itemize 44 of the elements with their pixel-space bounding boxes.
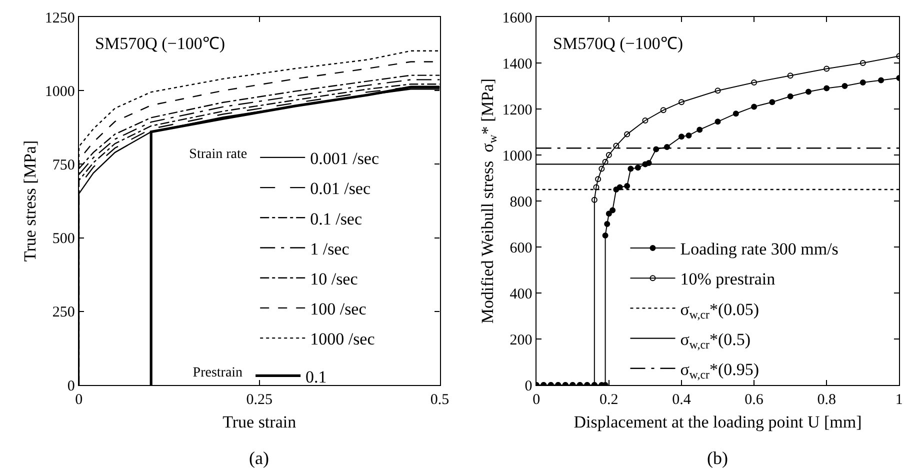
y-tick-label: 250	[52, 304, 75, 321]
y-tick-label: 800	[510, 194, 532, 210]
y-tick-label: 500	[52, 231, 75, 248]
x-tick-label: 0.25	[246, 392, 272, 408]
y-axis-title: True stress [MPa]	[20, 140, 40, 262]
x-axis-title: True strain	[222, 412, 297, 432]
legend-label: 1 /sec	[310, 239, 350, 258]
annotation: Prestrain	[192, 365, 243, 380]
legend-label: 0.001 /sec	[310, 149, 380, 168]
legend-label: 100 /sec	[310, 300, 367, 319]
text: (b)	[707, 448, 728, 468]
y-tick-label: 1000	[502, 148, 532, 164]
y-tick-label: 750	[52, 157, 75, 174]
legend-label: Loading rate 300 mm/s	[680, 240, 838, 259]
legend-label: 10% prestrain	[680, 270, 776, 289]
y-tick-label: 1200	[502, 102, 532, 118]
annotation: SM570Q (−100℃)	[95, 34, 226, 53]
y-tick-label: 400	[510, 286, 532, 302]
x-tick-label: 0.8	[817, 392, 836, 408]
y-tick-label: 0	[67, 378, 75, 394]
legend-label: 0.1 /sec	[310, 209, 362, 228]
text: (a)	[249, 448, 269, 468]
y-tick-label: 600	[510, 240, 532, 256]
legend-label: 0.01 /sec	[310, 179, 371, 198]
y-tick-label: 1400	[502, 56, 532, 72]
y-tick-label: 1250	[44, 10, 75, 26]
legend-label: 1000 /sec	[310, 330, 376, 349]
x-tick-label: 1	[895, 392, 903, 408]
x-tick-label: 0.2	[600, 392, 618, 408]
annotation: SM570Q (−100℃)	[553, 34, 684, 53]
y-tick-label: 1600	[502, 10, 532, 26]
y-tick-label: 200	[510, 332, 532, 348]
x-axis-title: Displacement at the loading point U [mm]	[574, 412, 862, 432]
x-tick-label: 0.5	[430, 392, 450, 408]
legend-label: σ$_{w,cr}$*(0.95)	[680, 360, 760, 382]
legend-title: Strain rate	[189, 147, 248, 162]
x-tick-label: 0.4	[672, 392, 692, 408]
y-tick-label: 0	[524, 378, 532, 394]
y-tick-label: 1000	[44, 84, 75, 100]
x-tick-label: 0.6	[744, 392, 764, 408]
legend-label: 10 /sec	[310, 269, 358, 288]
legend-label: σ$_{w,cr}$*(0.5)	[680, 330, 751, 352]
legend-label: σ$_{w,cr}$*(0.05)	[680, 300, 760, 322]
legend-label: 0.1	[306, 367, 327, 386]
